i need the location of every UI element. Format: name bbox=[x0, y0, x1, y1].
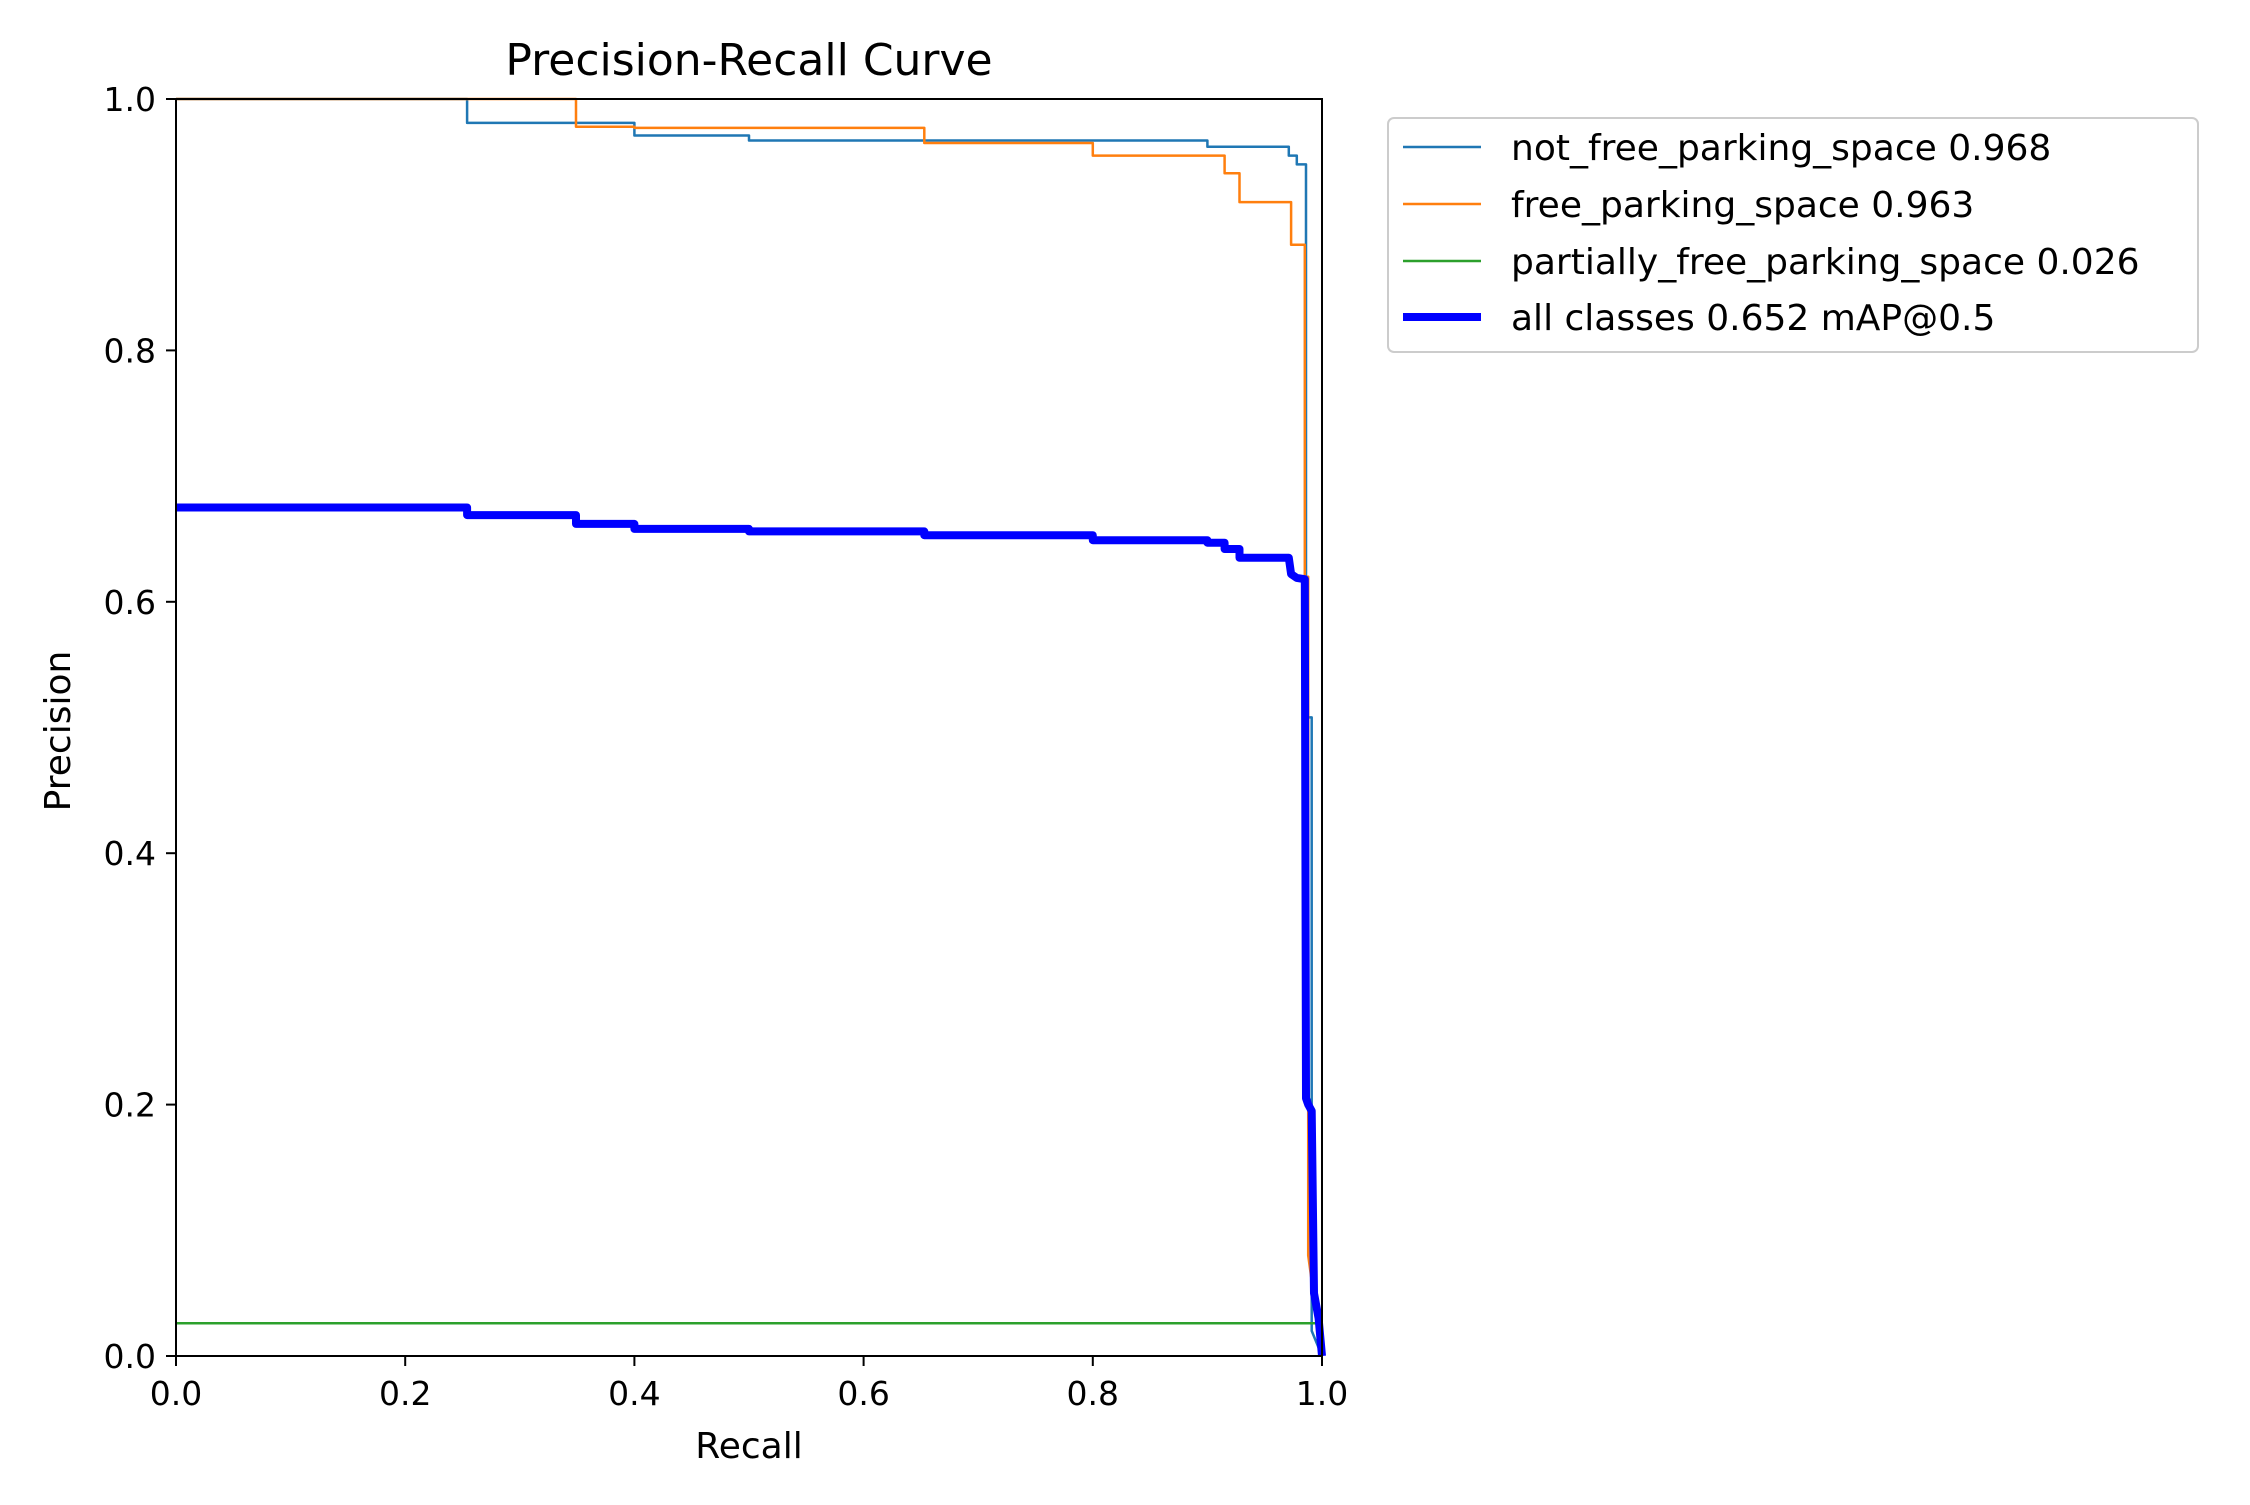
x-axis: 0.0 0.2 0.4 0.6 0.8 1.0 bbox=[150, 1356, 1348, 1413]
x-tick-label: 0.8 bbox=[1067, 1374, 1119, 1413]
y-axis-label: Precision bbox=[38, 651, 79, 812]
y-tick-label: 0.4 bbox=[104, 834, 156, 873]
y-tick-label: 1.0 bbox=[104, 80, 156, 119]
plot-frame bbox=[175, 98, 1323, 1357]
x-tick-label: 0.6 bbox=[837, 1374, 889, 1413]
legend: not_free_parking_space 0.968 free_parkin… bbox=[1387, 117, 2199, 353]
y-tick-label: 0.8 bbox=[104, 331, 156, 370]
plot-lines bbox=[176, 97, 1326, 1357]
x-tick-label: 0.4 bbox=[608, 1374, 660, 1413]
series-line-0 bbox=[176, 97, 1324, 1357]
x-tick-label: 1.0 bbox=[1296, 1374, 1348, 1413]
legend-entry: partially_free_parking_space 0.026 bbox=[1511, 242, 2140, 283]
legend-entry: not_free_parking_space 0.968 bbox=[1511, 128, 2051, 169]
y-tick-label: 0.6 bbox=[104, 583, 156, 622]
legend-box bbox=[1387, 117, 2199, 353]
legend-entry: all classes 0.652 mAP@0.5 bbox=[1511, 298, 1995, 339]
x-tick-label: 0.2 bbox=[379, 1374, 431, 1413]
chart-title: Precision-Recall Curve bbox=[505, 35, 992, 86]
series-line-3 bbox=[176, 503, 1326, 1357]
y-axis: 0.0 0.2 0.4 0.6 0.8 1.0 bbox=[104, 80, 176, 1376]
legend-entry: free_parking_space 0.963 bbox=[1511, 185, 1974, 226]
x-axis-label: Recall bbox=[695, 1426, 802, 1467]
series-line-1 bbox=[176, 97, 1324, 1357]
x-tick-label: 0.0 bbox=[150, 1374, 202, 1413]
y-tick-label: 0.0 bbox=[104, 1337, 156, 1376]
y-tick-label: 0.2 bbox=[104, 1086, 156, 1125]
